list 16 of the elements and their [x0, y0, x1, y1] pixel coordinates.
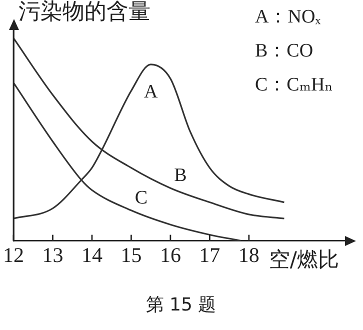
text: 第 15 题 [146, 294, 216, 316]
series-label: C [134, 187, 148, 208]
x-tick-label: 13 [42, 242, 64, 267]
x-tick-label: 18 [238, 242, 260, 267]
annotation: B：CO [255, 40, 314, 62]
series-label: A [144, 81, 158, 102]
x-tick-label: 12 [3, 242, 24, 267]
x-tick-label: 16 [160, 242, 181, 267]
x-tick-label: 14 [81, 242, 103, 267]
x-axis-title: 空/燃比 [268, 247, 339, 272]
series-label: B [174, 165, 187, 186]
y-axis-title: 污染物的含量 [18, 0, 150, 25]
x-tick-label: 15 [120, 242, 142, 267]
annotation: C：CₘHₙ [255, 74, 333, 96]
x-tick-label: 17 [199, 242, 220, 267]
text: A：NOₓ [255, 6, 322, 28]
